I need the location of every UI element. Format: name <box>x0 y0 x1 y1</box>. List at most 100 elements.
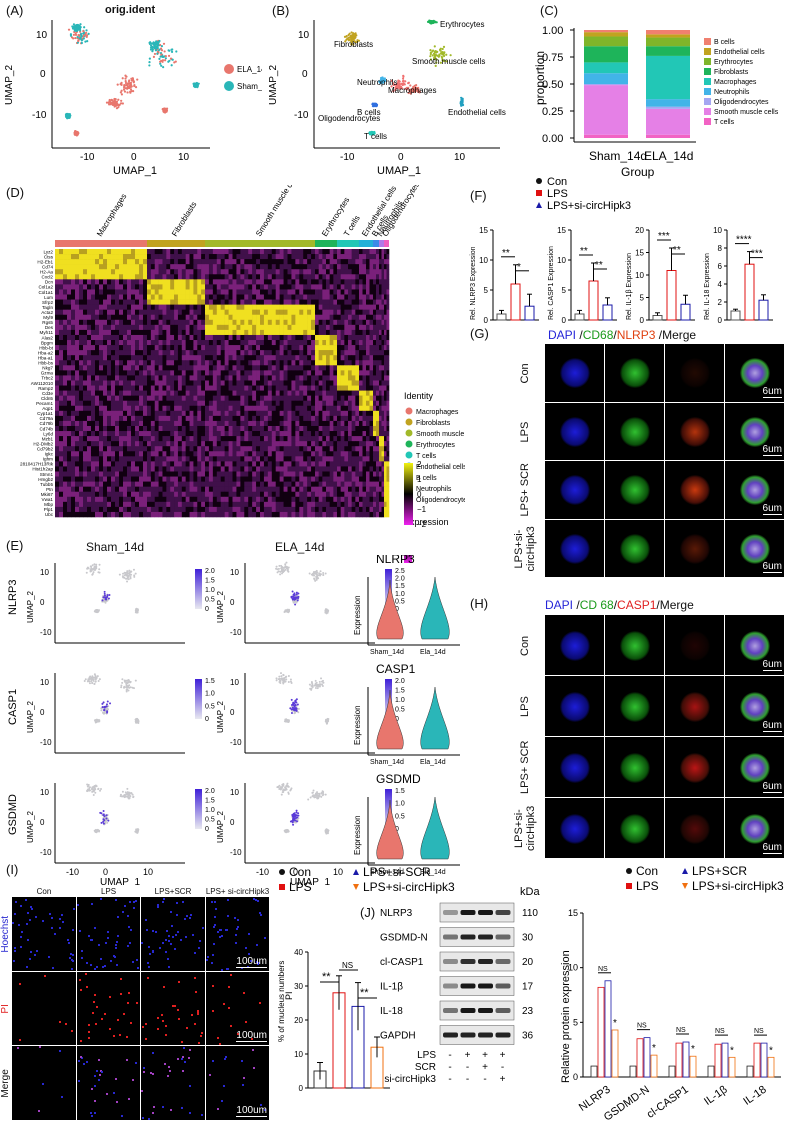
gene-label: Pecam1 <box>36 401 53 406</box>
j-bar <box>604 980 612 1078</box>
umap-point <box>85 29 88 32</box>
umap-point <box>85 34 89 37</box>
umap-point <box>434 64 437 67</box>
umap-point <box>127 80 131 83</box>
identity-dot <box>405 429 413 437</box>
channel-name: DAPI <box>545 598 574 612</box>
j-bar <box>597 986 605 1078</box>
gene-label: Lum <box>44 295 53 300</box>
umap-point <box>161 60 164 63</box>
svg-text:0: 0 <box>398 152 404 163</box>
umap-point <box>118 103 121 106</box>
expr-point <box>102 820 105 823</box>
legend-swatch <box>704 78 711 85</box>
i-col-labels: Con LPS LPS+SCR LPS+ si-circHipk3 <box>12 876 270 898</box>
umap-point <box>76 41 80 44</box>
umap-point <box>432 20 436 23</box>
umap-point <box>431 54 434 57</box>
legend-swatch <box>704 108 711 115</box>
umap-point <box>160 64 163 67</box>
umap-point <box>85 31 88 34</box>
e-col-ela: ELA_14d <box>275 540 325 554</box>
j-bar <box>636 1038 644 1078</box>
channel-name: / <box>613 328 617 342</box>
gene-label: Ly6d <box>43 431 53 436</box>
group-bar <box>315 240 337 247</box>
umap-point <box>123 86 126 89</box>
expr-point <box>294 819 297 822</box>
umap-point <box>392 83 395 87</box>
panel-label-g: (G) <box>470 326 489 341</box>
umap-point <box>157 44 160 47</box>
umap-point <box>158 48 161 51</box>
panel-label-b: (B) <box>272 3 290 18</box>
expr-point <box>293 596 296 599</box>
expr-point <box>106 700 109 703</box>
expr-point <box>104 598 107 601</box>
marker-gene-heatmap: Macrophages Fibroblasts Smooth muscle cell… <box>20 185 465 527</box>
umap-point <box>71 25 74 28</box>
if-image <box>665 798 724 858</box>
umap-point <box>120 83 123 86</box>
umap-point <box>350 38 354 41</box>
group-bar <box>55 240 147 247</box>
expr-point <box>295 596 298 599</box>
legend-label: Neutrophils <box>714 89 750 96</box>
expr-point <box>106 711 109 714</box>
if-image <box>545 344 604 402</box>
umap-point <box>399 87 402 90</box>
channel-name: CD 68 <box>579 598 614 612</box>
if-image <box>665 461 724 519</box>
group-bar <box>384 240 389 247</box>
umap-point <box>158 57 161 60</box>
umap-point <box>441 56 444 60</box>
western-blot: kDa NLRP3 110 GSDMD-N 30 cl-CASP1 20 IL-1β 17 IL-… <box>380 886 540 1085</box>
umap-point <box>120 89 123 92</box>
e-col-sham: Sham_14d <box>86 540 145 554</box>
i-col-label: LPS+ si-circHipk3 <box>205 887 270 896</box>
gene-label: Hist1h2ap <box>32 467 53 472</box>
j-bar <box>682 1041 690 1078</box>
cond-name: LPS <box>417 1050 436 1061</box>
umap-point <box>390 85 393 88</box>
umap-point <box>74 36 77 40</box>
f-legend: LPS+si-circHipk3 <box>547 200 631 212</box>
f-bar <box>652 315 663 321</box>
gene-label: Cd74 <box>42 264 53 269</box>
scale-bar: 6um <box>762 781 782 793</box>
umap-point <box>163 108 166 112</box>
expr-point <box>99 811 102 814</box>
expr-point <box>292 819 295 822</box>
blot-image <box>439 1000 515 1021</box>
umap-point <box>79 33 82 36</box>
legend-label: Erythrocytes <box>714 59 753 66</box>
identity-label: Endothelial cells <box>416 464 465 471</box>
umap-point <box>129 90 132 93</box>
expr-point <box>109 702 112 705</box>
umap-point <box>77 34 80 37</box>
umap-point <box>149 44 153 47</box>
i-row-label: PI <box>0 1004 11 1014</box>
umap-point <box>126 91 129 94</box>
umap-point <box>156 52 159 55</box>
legend-label: T cells <box>714 119 735 126</box>
scale-bar: 6um <box>762 720 782 732</box>
identity-label: Fibroblasts <box>416 420 451 427</box>
umap-point <box>149 41 152 44</box>
blot-band <box>460 959 476 964</box>
f-legend: LPS <box>547 188 568 200</box>
umap-point <box>435 21 438 24</box>
umap-point <box>442 59 446 63</box>
expr-point <box>290 704 293 707</box>
f-bar <box>588 280 599 321</box>
d-expression-scale: 2 1 0 −1 −2 <box>404 460 427 529</box>
umap-point <box>120 93 124 96</box>
blot-kda: 36 <box>522 1031 534 1042</box>
umap-orig-ident: UMAP_2 UMAP_1 10 0 -10 -10 0 10 ELA_14d … <box>4 20 262 177</box>
gene-label: Tagln <box>42 305 53 310</box>
blot-name: GSDMD-N <box>380 933 428 944</box>
if-image: 6um <box>725 344 784 402</box>
expr-point <box>293 598 296 601</box>
blot-band <box>495 983 511 989</box>
f-bar <box>744 263 755 321</box>
